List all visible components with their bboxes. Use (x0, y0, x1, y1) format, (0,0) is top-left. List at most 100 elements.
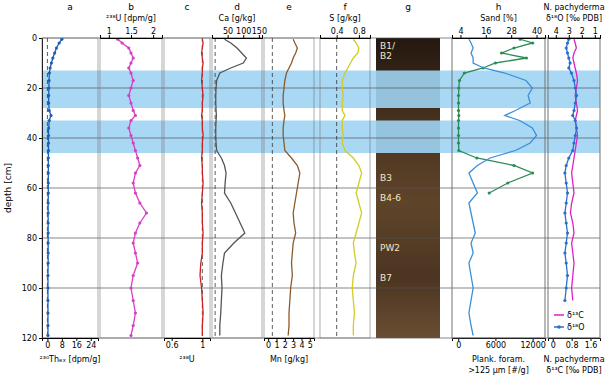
core-layer-label: B3 (380, 173, 392, 183)
tick: 0 (456, 338, 461, 350)
plot-area (200, 38, 203, 338)
tick-label: 50 (223, 27, 233, 36)
data-point (512, 164, 515, 167)
data-point (47, 171, 50, 174)
data-point (46, 324, 49, 327)
data-point (566, 274, 569, 277)
axis-title: Sand [%] (480, 14, 517, 23)
tick-mark (39, 288, 42, 289)
axis-title: ²³⁸U [dpm/g] (106, 14, 156, 23)
data-point (574, 101, 577, 104)
tick: 0.6 (166, 338, 179, 350)
data-point (457, 109, 460, 112)
plot-area (337, 38, 362, 338)
data-point (563, 171, 566, 174)
data-point (531, 171, 534, 174)
data-point (129, 101, 132, 104)
data-point (60, 38, 63, 41)
tick-label: 1 (200, 341, 205, 350)
data-point (575, 126, 578, 129)
data-point (47, 149, 50, 152)
x-axis: 0.61 (165, 338, 211, 350)
data-line (469, 39, 537, 335)
tick: 5 (308, 338, 313, 350)
data-point (457, 134, 460, 137)
data-point (47, 181, 50, 184)
x-axis: 4162840 (453, 27, 546, 39)
tick: 0.8 (353, 27, 366, 38)
data-point (566, 51, 569, 54)
tick: 1.5 (125, 27, 138, 38)
data-point (145, 211, 148, 214)
data-point (46, 274, 49, 277)
data-point (47, 221, 50, 224)
tick-label: 4 (299, 341, 304, 350)
tick-label: 2 (151, 27, 156, 36)
chart-root: B1/B2B3B4-6PW2B7g020406080100120depth [c… (0, 0, 608, 380)
x-axis: 081624 (43, 338, 99, 350)
data-point (127, 46, 130, 49)
panel-frame (548, 38, 600, 338)
plot-area (563, 38, 578, 302)
data-point (458, 79, 461, 82)
y-axis-title: depth [cm] (3, 163, 13, 213)
data-point (506, 181, 509, 184)
panel-frame (164, 38, 210, 338)
panel-frame (100, 38, 162, 338)
legend-key (554, 314, 564, 316)
data-point (134, 171, 137, 174)
tick-label: 1.6 (585, 341, 598, 350)
tick-label: 0 (551, 341, 556, 350)
data-point (531, 41, 534, 44)
grid-line (42, 88, 600, 89)
tick-label: 12000 (520, 341, 545, 350)
data-point (567, 66, 570, 69)
data-point (571, 149, 574, 152)
data-line (216, 39, 247, 335)
panel-frame (42, 38, 98, 338)
tick: 1 (107, 27, 112, 38)
tick: 40 (27, 134, 42, 143)
tick-mark (39, 88, 42, 89)
data-point (129, 86, 132, 89)
data-point (565, 286, 568, 289)
data-point (567, 156, 570, 159)
data-point (47, 164, 50, 167)
data-point (565, 221, 568, 224)
data-point (566, 231, 569, 234)
tick-label: 150 (252, 27, 267, 36)
data-line (342, 39, 361, 335)
tick-label: 0.4 (331, 27, 344, 36)
core-layer-label: PW2 (380, 243, 400, 253)
tick: 40 (532, 27, 542, 38)
tick-label: 3 (291, 341, 296, 350)
data-point (129, 71, 132, 74)
tick-label: 0 (32, 34, 37, 43)
data-point (132, 324, 135, 327)
x-axis: 0.4 0.8 (321, 27, 371, 39)
data-point (48, 119, 51, 122)
data-point (565, 46, 568, 49)
tick-label: 16 (72, 341, 82, 350)
data-point (457, 86, 460, 89)
tick-label: 5 (308, 341, 313, 350)
tick-label: 120 (22, 334, 37, 343)
data-point (46, 286, 49, 289)
legend-label: δ¹³C (567, 311, 584, 320)
data-line (570, 39, 577, 300)
tick: 0 (266, 338, 271, 350)
tick-mark (39, 138, 42, 139)
data-point (572, 79, 575, 82)
tick: 2 (580, 27, 585, 38)
tick-label: 0 (266, 341, 271, 350)
data-point (574, 119, 577, 122)
panel-frame (452, 38, 545, 338)
x-axis: 50100150 (213, 27, 268, 39)
tick-label: 20 (27, 84, 37, 93)
data-point (47, 251, 50, 254)
data-point (569, 61, 572, 64)
tick-label: 40 (27, 134, 37, 143)
tick: 0 (32, 34, 42, 43)
data-point (132, 181, 135, 184)
panel-letter: f (343, 2, 347, 12)
